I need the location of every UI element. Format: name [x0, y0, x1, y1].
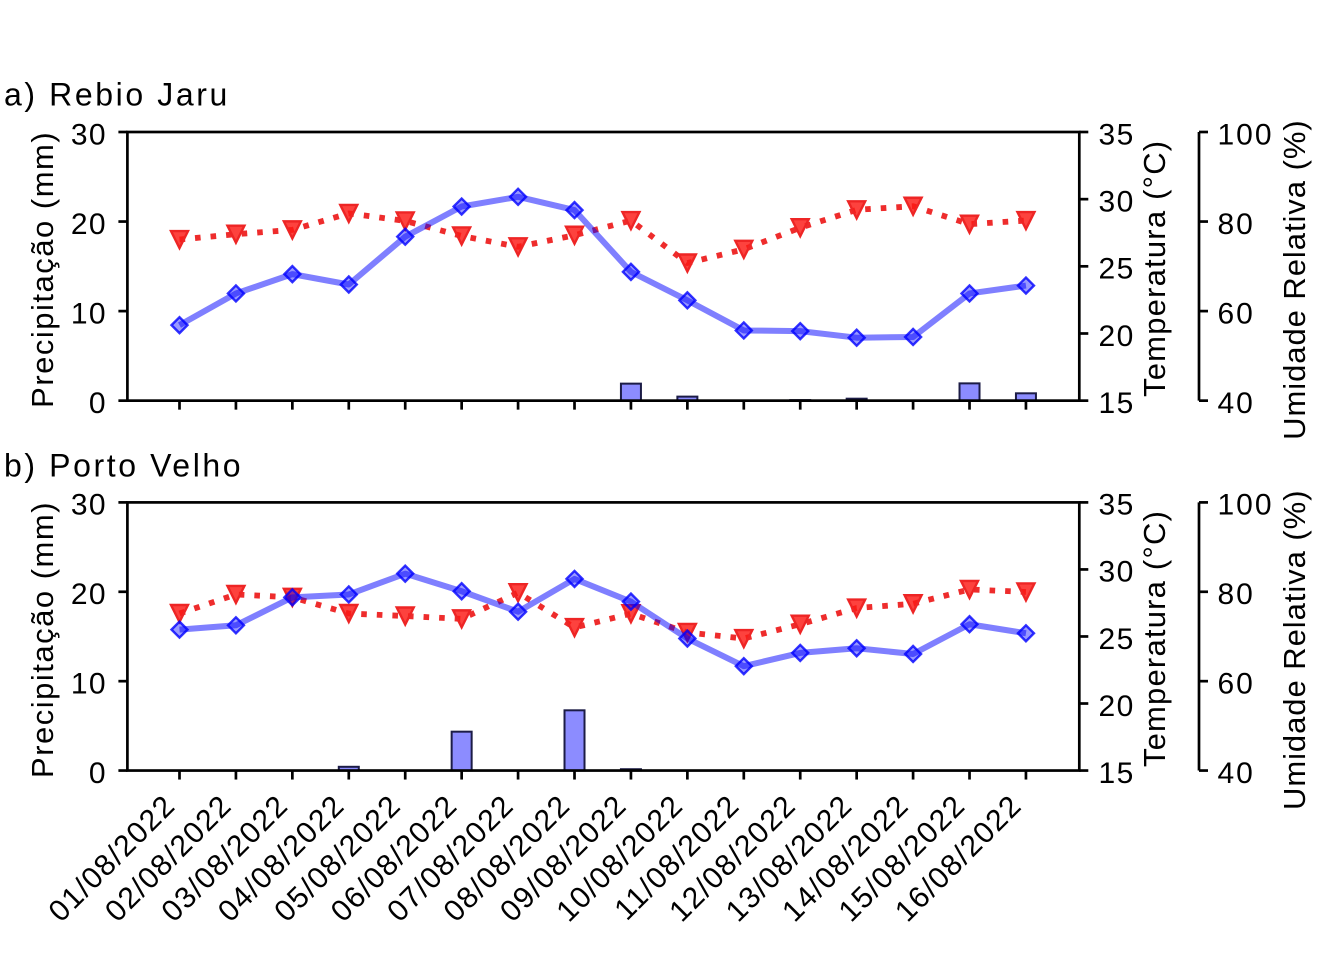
svg-text:0: 0 — [89, 757, 107, 790]
svg-text:15: 15 — [1099, 387, 1135, 420]
svg-text:10: 10 — [71, 297, 107, 330]
svg-text:0: 0 — [89, 387, 107, 420]
svg-text:60: 60 — [1218, 297, 1255, 330]
svg-text:Temperatura (°C): Temperatura (°C) — [1137, 510, 1172, 767]
svg-text:30: 30 — [1099, 185, 1135, 218]
svg-text:60: 60 — [1218, 667, 1255, 700]
svg-text:80: 80 — [1218, 578, 1255, 611]
svg-text:35: 35 — [1099, 118, 1135, 151]
svg-text:30: 30 — [1099, 556, 1135, 589]
svg-text:30: 30 — [71, 489, 107, 522]
svg-text:15: 15 — [1099, 757, 1135, 790]
svg-text:Precipitação (mm): Precipitação (mm) — [25, 131, 60, 408]
svg-text:25: 25 — [1099, 623, 1135, 656]
svg-text:40: 40 — [1218, 387, 1255, 420]
svg-text:25: 25 — [1099, 253, 1135, 286]
svg-text:35: 35 — [1099, 489, 1135, 522]
svg-text:Umidade Relativa (%): Umidade Relativa (%) — [1277, 119, 1312, 440]
svg-text:20: 20 — [71, 578, 107, 611]
svg-text:a) Rebio Jaru: a) Rebio Jaru — [4, 76, 230, 112]
svg-text:20: 20 — [71, 208, 107, 241]
svg-text:20: 20 — [1099, 690, 1135, 723]
svg-text:10: 10 — [71, 667, 107, 700]
svg-text:Precipitação (mm): Precipitação (mm) — [25, 501, 60, 778]
svg-text:20: 20 — [1099, 320, 1135, 353]
svg-text:Umidade Relativa (%): Umidade Relativa (%) — [1277, 490, 1312, 811]
svg-text:80: 80 — [1218, 208, 1255, 241]
svg-text:b) Porto Velho: b) Porto Velho — [4, 447, 243, 483]
svg-text:100: 100 — [1218, 118, 1274, 151]
svg-text:Temperatura (°C): Temperatura (°C) — [1137, 140, 1172, 397]
svg-text:30: 30 — [71, 118, 107, 151]
svg-text:40: 40 — [1218, 757, 1255, 790]
svg-text:100: 100 — [1218, 489, 1274, 522]
